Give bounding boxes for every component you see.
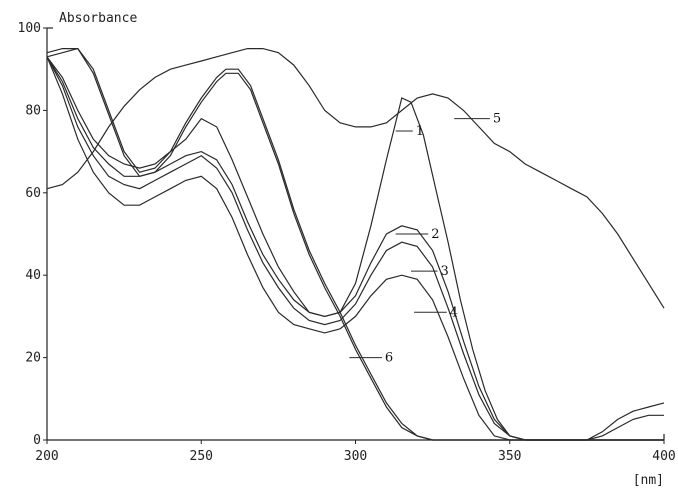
- curve-label-2: 2: [431, 227, 439, 242]
- y-tick-label: 40: [25, 268, 41, 283]
- series-line-unlabeled: [46, 47, 665, 441]
- series-line-3: [46, 56, 664, 441]
- y-tick-label: 20: [25, 351, 41, 366]
- series-line-6: [46, 48, 664, 441]
- x-tick-label: 250: [190, 449, 213, 464]
- x-tick-label: 200: [35, 449, 58, 464]
- y-tick-label: 80: [25, 103, 41, 118]
- x-axis-label: [nm]: [633, 473, 664, 488]
- y-tick-label: 0: [33, 433, 41, 448]
- ticks: 0 20 40 60 80 100 200 250 300 350 400: [18, 21, 676, 464]
- curve-label-5: 5: [493, 112, 501, 127]
- y-tick-label: 60: [25, 186, 41, 201]
- y-tick-label: 100: [18, 21, 41, 36]
- x-tick-label: 300: [344, 449, 367, 464]
- curve-label-1: 1: [416, 124, 424, 139]
- curve-label-4: 4: [450, 305, 458, 320]
- series-line-1: [46, 56, 664, 441]
- series-line-2: [46, 56, 664, 441]
- series-line-5: [46, 48, 665, 309]
- curve-label-6: 6: [385, 351, 393, 366]
- y-axis-label: Absorbance: [59, 11, 137, 26]
- x-tick-label: 350: [498, 449, 521, 464]
- series-lines: [46, 47, 665, 441]
- series-line-4: [46, 56, 664, 441]
- x-tick-label: 400: [652, 449, 675, 464]
- curve-label-3: 3: [440, 264, 448, 279]
- curve-labels: 1 2 3 4 5 6: [349, 112, 501, 366]
